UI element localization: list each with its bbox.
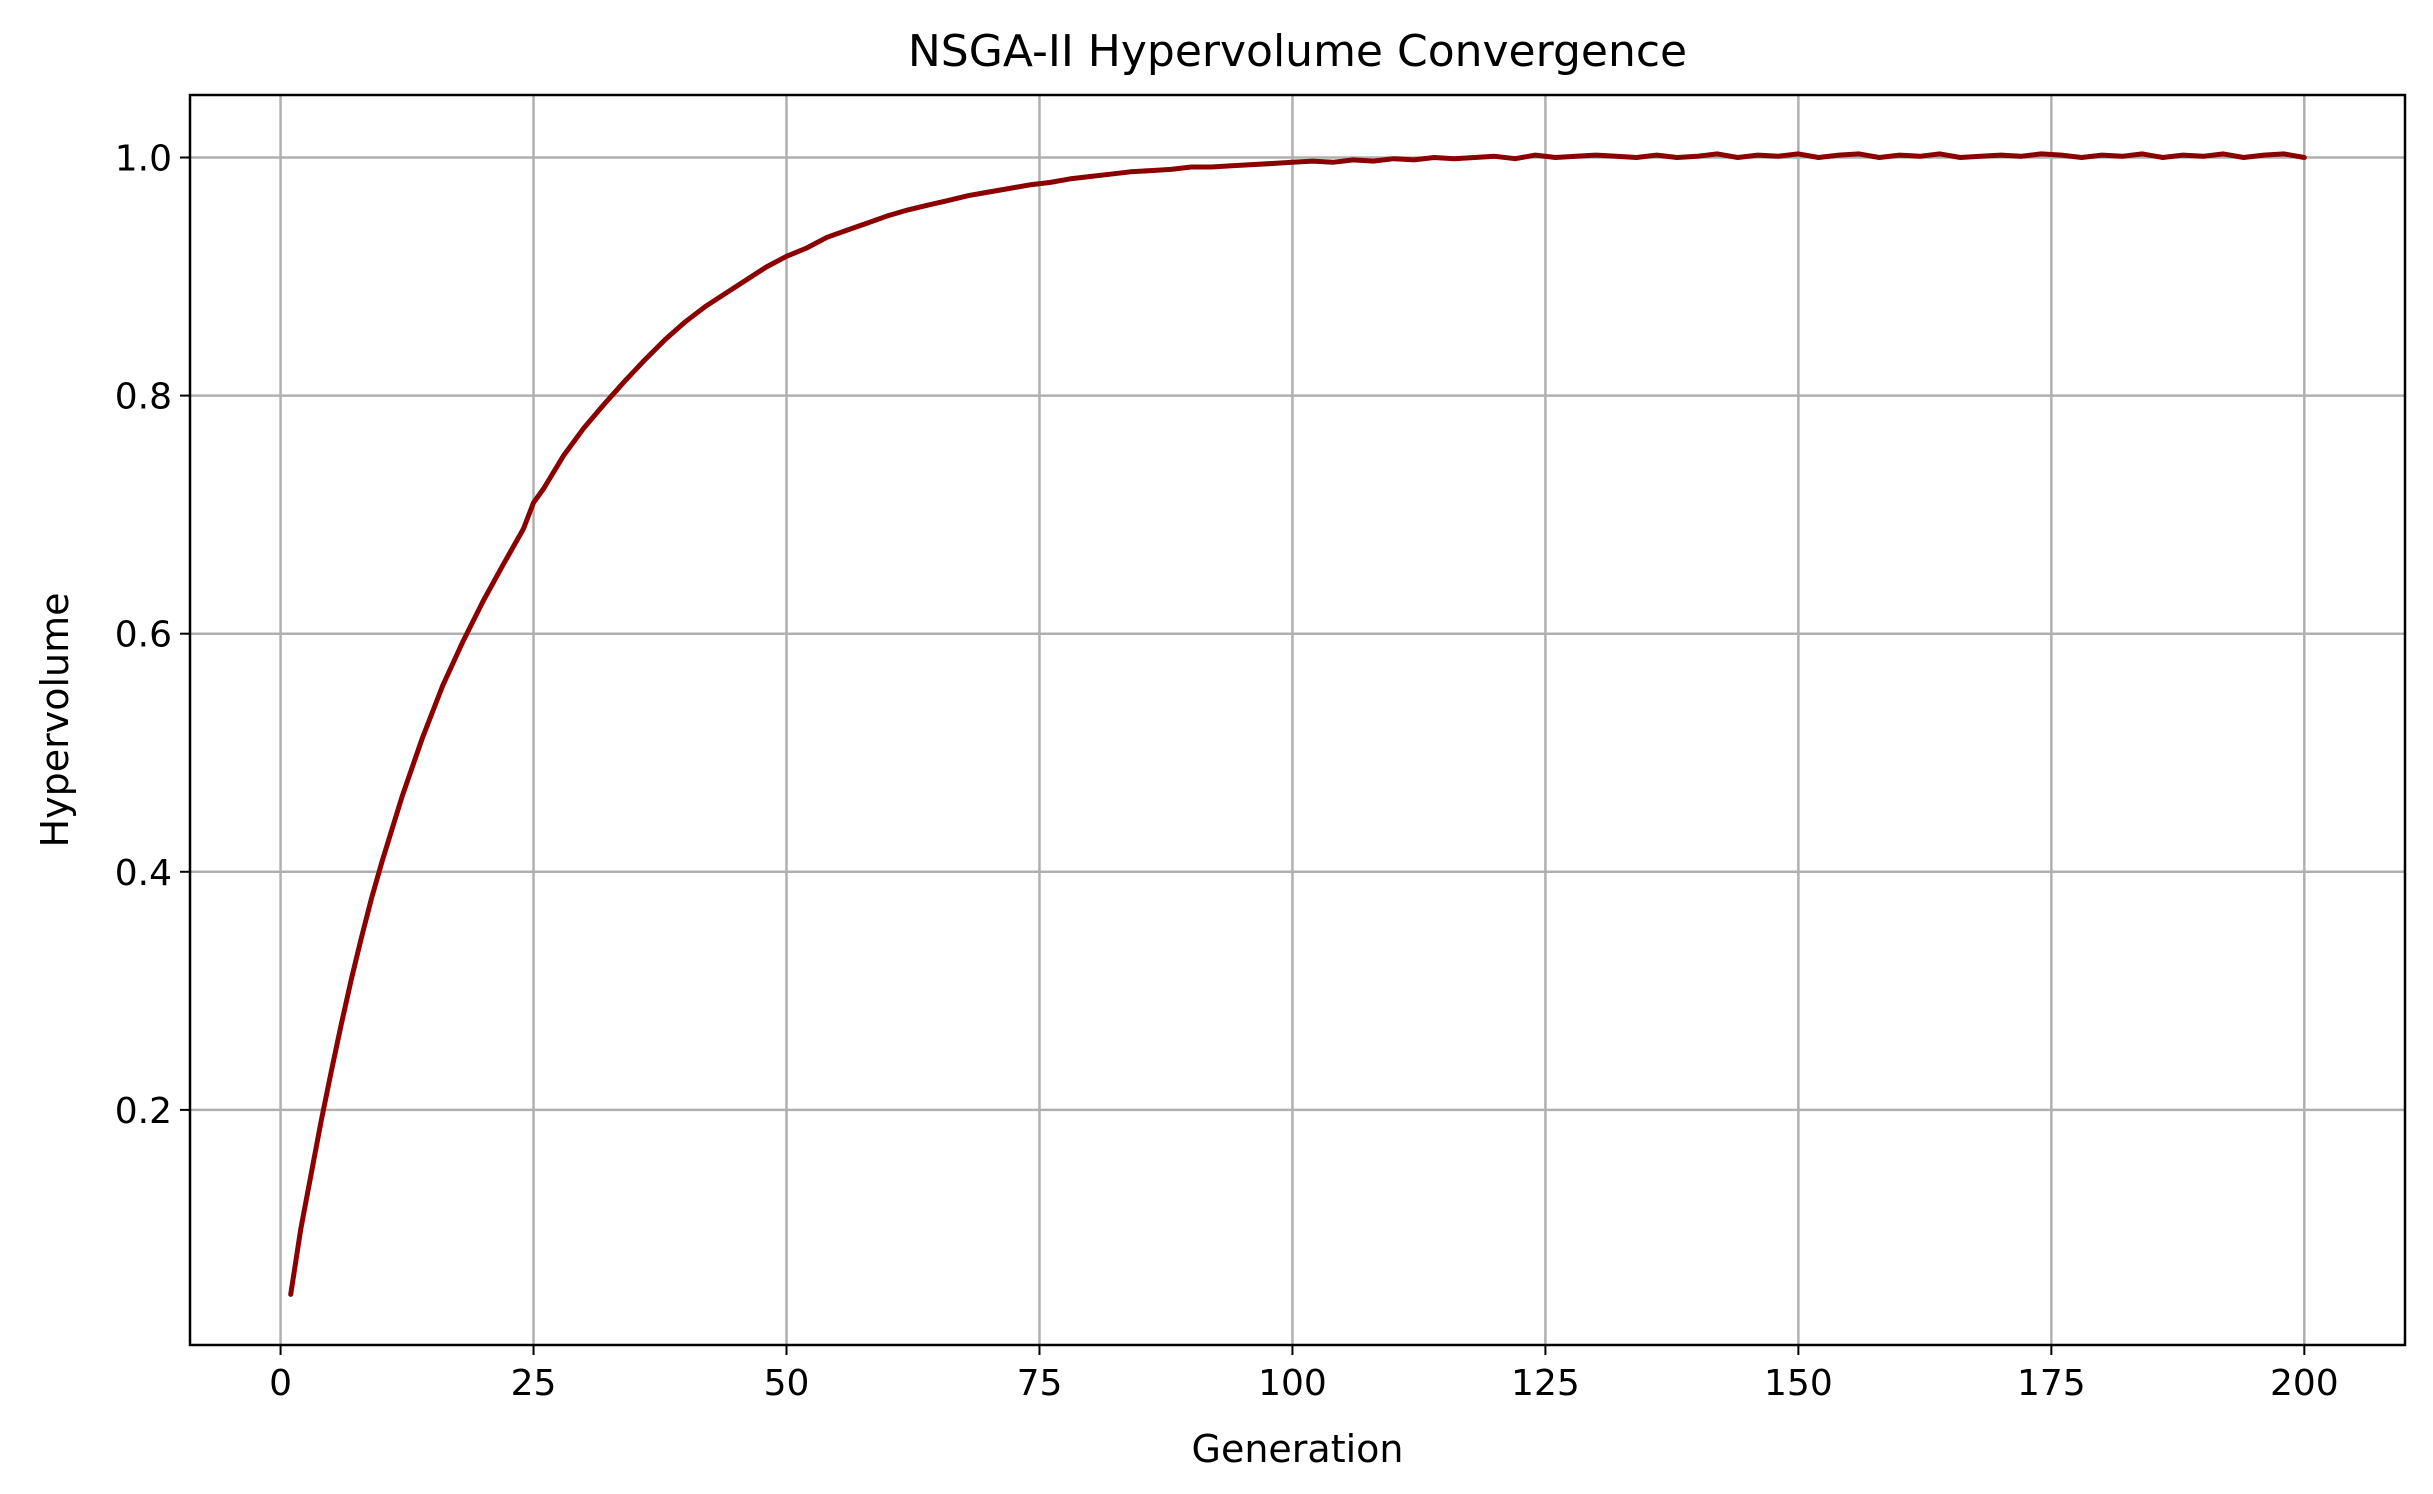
y-tick-label: 0.8 — [115, 377, 172, 418]
chart-title: NSGA-II Hypervolume Convergence — [908, 26, 1687, 77]
y-tick-label: 0.6 — [115, 615, 172, 656]
x-tick-label: 25 — [511, 1363, 557, 1404]
x-axis-ticks: 0 25 50 75 100 125 150 175 200 — [269, 1345, 2339, 1404]
x-tick-label: 125 — [1511, 1363, 1580, 1404]
y-tick-label: 1.0 — [115, 139, 172, 180]
x-tick-label: 0 — [269, 1363, 292, 1404]
plot-area-frame — [188, 93, 2407, 1347]
y-tick-label: 0.4 — [115, 853, 172, 894]
x-tick-label: 100 — [1258, 1363, 1327, 1404]
y-axis-label: Hypervolume — [33, 593, 77, 848]
x-gridlines — [279, 95, 2306, 1345]
x-tick-label: 50 — [764, 1363, 810, 1404]
x-tick-label: 150 — [1764, 1363, 1833, 1404]
x-tick-label: 75 — [1017, 1363, 1063, 1404]
x-tick-label: 175 — [2017, 1363, 2086, 1404]
y-axis-ticks: 0.2 0.4 0.6 0.8 1.0 — [115, 139, 190, 1132]
hypervolume-series-line — [288, 151, 2307, 1297]
x-axis-label: Generation — [1192, 1427, 1404, 1471]
x-tick-label: 200 — [2270, 1363, 2339, 1404]
series-layer — [288, 151, 2307, 1297]
y-tick-label: 0.2 — [115, 1091, 172, 1132]
y-gridlines — [190, 156, 2405, 1112]
